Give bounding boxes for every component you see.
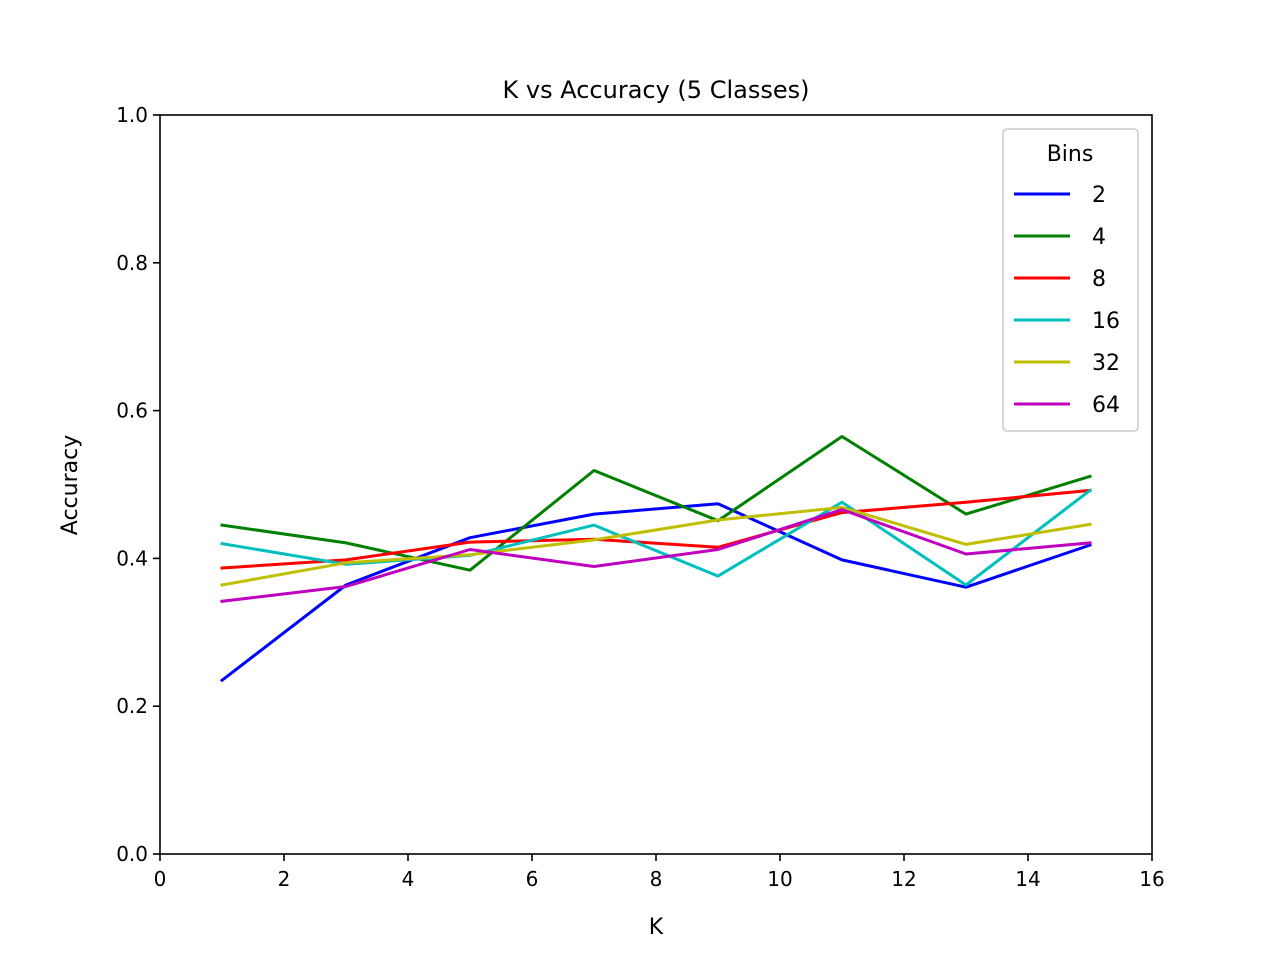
y-axis-label: Accuracy	[58, 435, 83, 535]
x-tick-label: 14	[1015, 867, 1040, 891]
x-tick-label: 4	[402, 867, 415, 891]
legend-label: 2	[1092, 183, 1106, 208]
legend-label: 8	[1092, 267, 1106, 292]
legend-box	[1002, 128, 1139, 432]
y-tick-label: 0.2	[116, 694, 148, 718]
x-axis-ticks: 0 2 4 6 8 10 12 14 16	[154, 854, 1165, 891]
x-tick-label: 6	[526, 867, 539, 891]
chart-title: K vs Accuracy (5 Classes)	[503, 76, 810, 104]
y-tick-label: 0.8	[116, 251, 148, 275]
x-tick-label: 8	[650, 867, 663, 891]
legend-label: 64	[1092, 393, 1120, 418]
y-tick-label: 0.6	[116, 399, 148, 423]
legend-label: 4	[1092, 225, 1106, 250]
y-tick-label: 1.0	[116, 103, 148, 127]
series-lines	[219, 435, 1093, 683]
x-tick-label: 10	[767, 867, 792, 891]
legend-label: 32	[1092, 351, 1120, 376]
x-tick-label: 0	[154, 867, 167, 891]
y-tick-label: 0.4	[116, 546, 148, 570]
series-line-64	[220, 508, 1092, 603]
plot-frame	[159, 114, 1153, 855]
x-axis-label: K	[649, 915, 664, 940]
series-line-32	[220, 505, 1092, 587]
x-tick-label: 12	[891, 867, 916, 891]
series-line-2	[219, 502, 1092, 683]
legend-label: 16	[1092, 309, 1120, 334]
x-tick-label: 16	[1139, 867, 1164, 891]
series-line-8	[220, 488, 1092, 570]
series-line-4	[220, 435, 1092, 572]
x-tick-label: 2	[278, 867, 291, 891]
legend-title: Bins	[1047, 142, 1094, 167]
legend: Bins 2 4 8 16 32 64	[1002, 128, 1139, 432]
y-tick-label: 0.0	[116, 842, 148, 866]
y-axis-ticks: 0.0 0.2 0.4 0.6 0.8 1.0	[116, 103, 160, 866]
